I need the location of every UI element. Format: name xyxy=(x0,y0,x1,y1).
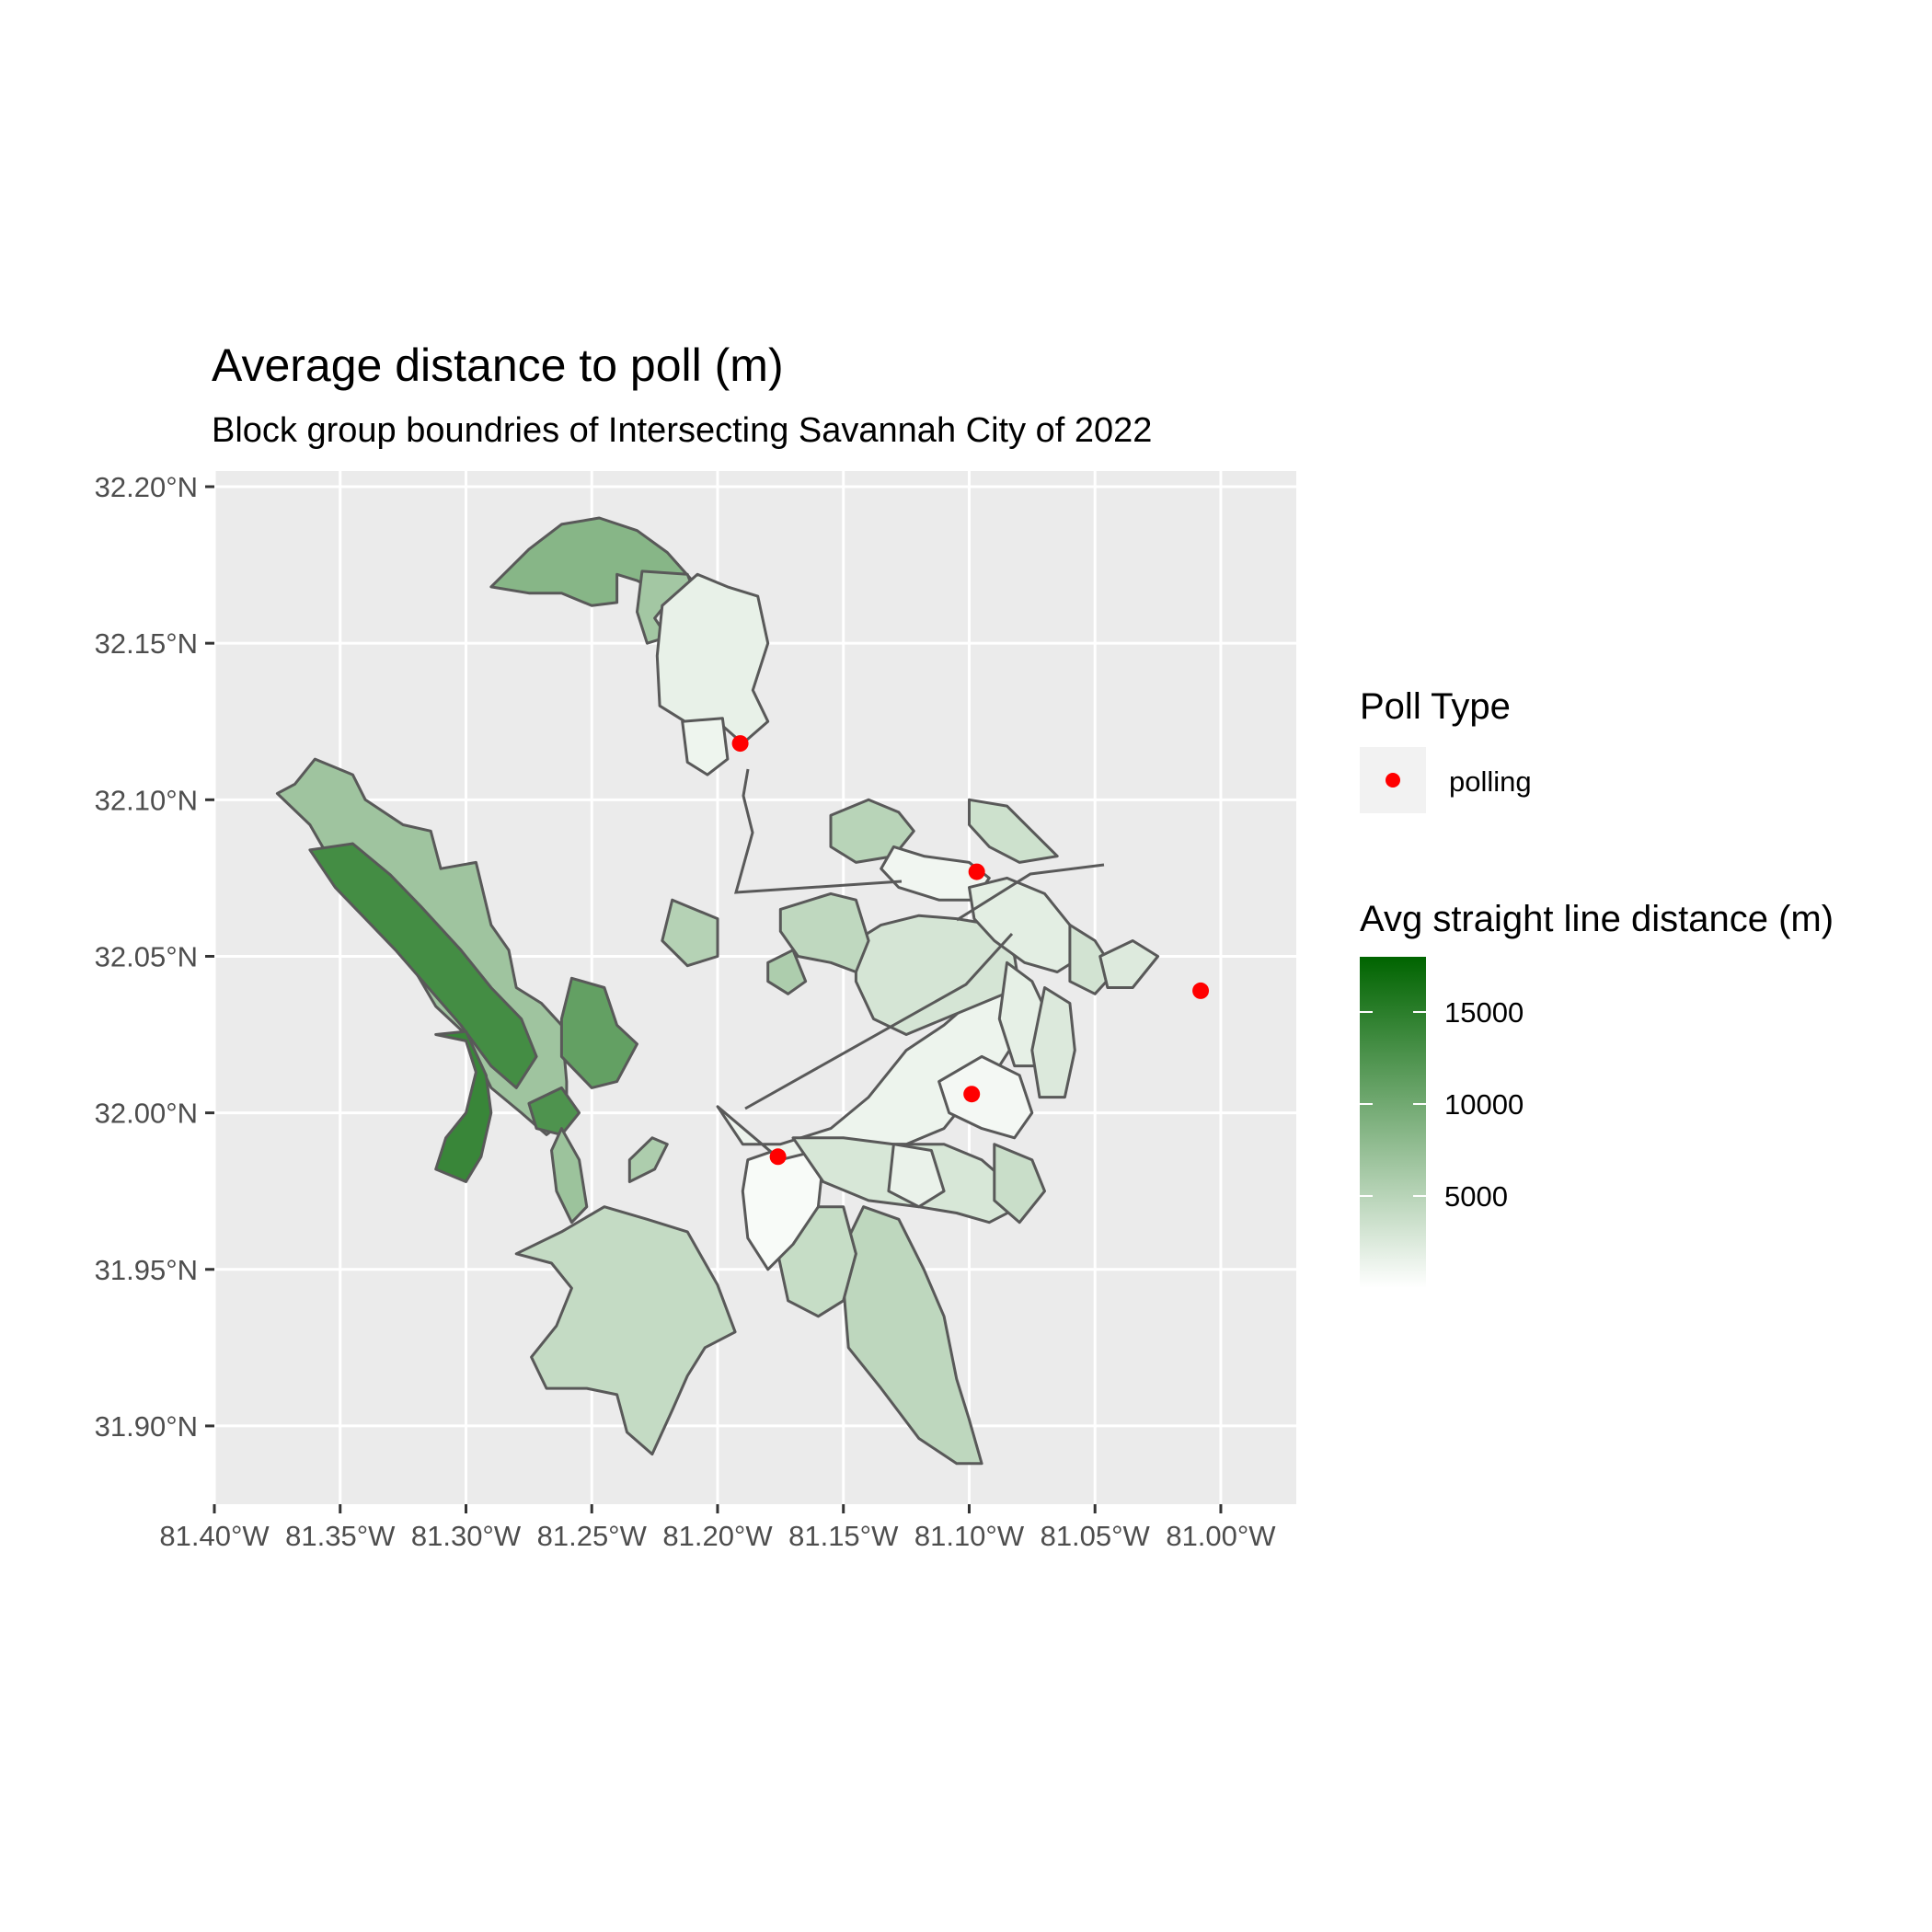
poll-legend-dot xyxy=(1386,773,1400,788)
block-group-region xyxy=(1098,939,1160,989)
block-group-region xyxy=(661,898,719,968)
block-group-region xyxy=(887,1143,946,1209)
y-tick-label: 32.00°N xyxy=(95,1098,198,1130)
poll-point xyxy=(731,735,749,753)
colorbar-label: 15000 xyxy=(1444,996,1524,1029)
block-group-region xyxy=(308,842,538,1089)
x-tick-label: 81.30°W xyxy=(411,1520,522,1552)
colorbar-label: 5000 xyxy=(1444,1180,1508,1213)
distance-legend: Avg straight line distance (m) 5000 10000… xyxy=(1360,899,1834,1288)
y-tick-label: 31.95°N xyxy=(95,1254,198,1286)
axis-ticks xyxy=(205,485,1223,1513)
x-axis-labels: 81.40°W 81.35°W 81.30°W 81.25°W 81.20°W 81.15… xyxy=(159,1520,1276,1552)
block-group-region xyxy=(434,1029,493,1183)
block-group-region xyxy=(681,717,730,776)
poll-legend-label: polling xyxy=(1449,765,1532,798)
x-tick-label: 81.35°W xyxy=(285,1520,396,1552)
x-tick-label: 81.00°W xyxy=(1166,1520,1276,1552)
distance-legend-title: Avg straight line distance (m) xyxy=(1360,899,1834,939)
y-tick-label: 32.15°N xyxy=(95,627,198,660)
y-tick-label: 32.10°N xyxy=(95,784,198,816)
x-tick-label: 81.05°W xyxy=(1041,1520,1151,1552)
y-tick-label: 32.05°N xyxy=(95,940,198,972)
block-group-region xyxy=(559,976,638,1089)
y-tick-label: 32.20°N xyxy=(95,471,198,503)
poll-point xyxy=(963,1086,981,1103)
colorbar-ticks: 5000 10000 15000 xyxy=(1360,996,1524,1213)
block-group-region xyxy=(627,1136,669,1183)
block-group-region xyxy=(993,1143,1046,1225)
block-group-region xyxy=(778,891,870,973)
block-group-region xyxy=(1030,986,1076,1099)
connector-line xyxy=(956,863,1105,922)
poll-point xyxy=(1192,982,1210,999)
block-group-region xyxy=(655,572,770,745)
region-connectors xyxy=(733,768,1105,1110)
poll-point xyxy=(769,1148,787,1166)
x-tick-label: 81.25°W xyxy=(537,1520,648,1552)
poll-legend-title: Poll Type xyxy=(1360,686,1511,727)
block-group-region xyxy=(527,1086,581,1136)
block-group-regions xyxy=(275,516,1160,1466)
block-group-region xyxy=(514,1205,737,1456)
block-group-region xyxy=(636,569,695,645)
y-tick-label: 31.90°N xyxy=(95,1410,198,1443)
colorbar xyxy=(1360,957,1426,1288)
block-group-region xyxy=(766,949,808,995)
map-subtitle: Block group boundries of Intersecting Sa… xyxy=(212,411,1152,450)
poll-points xyxy=(731,735,1210,1166)
x-tick-label: 81.15°W xyxy=(788,1520,899,1552)
connector-line xyxy=(733,768,903,894)
poll-type-legend: Poll Type polling xyxy=(1360,686,1532,813)
x-tick-label: 81.10°W xyxy=(914,1520,1025,1552)
y-axis-labels: 32.20°N 32.15°N 32.10°N 32.05°N 32.00°N 31.95… xyxy=(95,471,198,1443)
x-tick-label: 81.20°W xyxy=(662,1520,773,1552)
connector-line xyxy=(744,932,1014,1110)
block-group-region xyxy=(550,1127,589,1225)
map-title: Average distance to poll (m) xyxy=(212,339,784,391)
block-group-region xyxy=(968,798,1059,864)
poll-point xyxy=(968,863,985,880)
x-tick-label: 81.40°W xyxy=(159,1520,270,1552)
colorbar-label: 10000 xyxy=(1444,1088,1524,1121)
block-group-region xyxy=(937,1054,1034,1140)
